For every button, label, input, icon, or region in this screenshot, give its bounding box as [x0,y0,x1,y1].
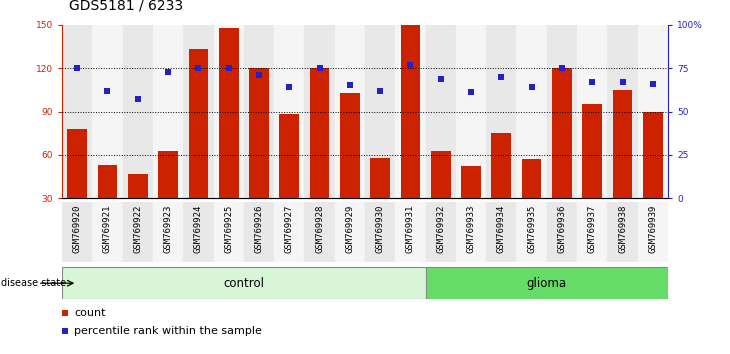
Bar [244,202,274,262]
Bar [62,25,93,198]
Bar [577,202,607,262]
Bar [340,93,360,198]
Text: GSM769934: GSM769934 [497,205,506,253]
Bar [153,25,183,198]
Bar [431,150,450,198]
Bar [280,114,299,198]
Bar [62,202,93,262]
Bar [426,202,456,262]
Bar [214,202,244,262]
Bar [643,112,663,198]
Bar [426,267,668,299]
Bar [612,90,632,198]
Text: GSM769927: GSM769927 [285,205,293,253]
Text: count: count [74,308,106,318]
Text: GSM769924: GSM769924 [194,205,203,253]
Bar [93,25,123,198]
Bar [517,202,547,262]
Bar [638,25,668,198]
Bar [456,202,486,262]
Bar [517,25,547,198]
Bar [638,202,668,262]
Bar [98,165,118,198]
Bar [62,267,426,299]
Text: GSM769921: GSM769921 [103,205,112,253]
Bar [461,166,481,198]
Bar [128,174,147,198]
Text: GSM769938: GSM769938 [618,205,627,253]
Bar [310,68,329,198]
Bar [401,25,420,198]
Text: GSM769933: GSM769933 [466,205,475,253]
Bar [67,129,87,198]
Text: GSM769937: GSM769937 [588,205,596,253]
Text: GDS5181 / 6233: GDS5181 / 6233 [69,0,183,12]
Text: GSM769932: GSM769932 [437,205,445,253]
Text: GSM769936: GSM769936 [558,205,566,253]
Bar [370,158,390,198]
Bar [93,202,123,262]
Bar [486,25,517,198]
Bar [123,25,153,198]
Text: GSM769928: GSM769928 [315,205,324,253]
Text: percentile rank within the sample: percentile rank within the sample [74,326,262,336]
Bar [335,202,365,262]
Bar [335,25,365,198]
Bar [219,28,239,198]
Bar [365,25,396,198]
Bar [522,159,542,198]
Text: GSM769939: GSM769939 [648,205,657,253]
Bar [491,133,511,198]
Bar [274,202,304,262]
Bar [607,202,638,262]
Bar [183,25,214,198]
Bar [153,202,183,262]
Bar [274,25,304,198]
Text: GSM769935: GSM769935 [527,205,536,253]
Bar [607,25,638,198]
Bar [158,150,178,198]
Text: control: control [223,277,264,290]
Bar [183,202,214,262]
Text: GSM769925: GSM769925 [224,205,233,253]
Text: GSM769920: GSM769920 [73,205,82,253]
Text: GSM769926: GSM769926 [255,205,264,253]
Text: GSM769929: GSM769929 [345,205,354,253]
Bar [304,25,335,198]
Bar [547,202,577,262]
Text: GSM769922: GSM769922 [134,205,142,253]
Bar [486,202,517,262]
Text: glioma: glioma [527,277,566,290]
Bar [365,202,396,262]
Bar [552,68,572,198]
Bar [123,202,153,262]
Bar [577,25,607,198]
Text: GSM769930: GSM769930 [376,205,385,253]
Bar [426,25,456,198]
Text: GSM769923: GSM769923 [164,205,172,253]
Bar [396,25,426,198]
Bar [249,68,269,198]
Bar [583,104,602,198]
Text: disease state: disease state [1,278,66,288]
Bar [304,202,335,262]
Bar [547,25,577,198]
Text: GSM769931: GSM769931 [406,205,415,253]
Bar [244,25,274,198]
Bar [456,25,486,198]
Bar [214,25,244,198]
Bar [396,202,426,262]
Bar [188,49,208,198]
